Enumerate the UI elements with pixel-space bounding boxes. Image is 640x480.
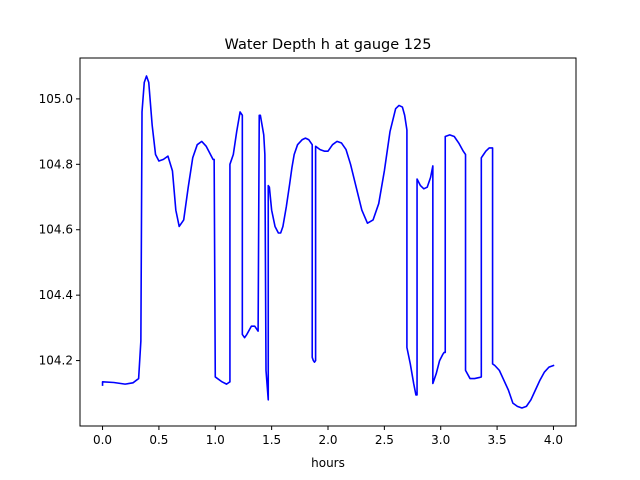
y-tick-label: 104.2 (39, 354, 73, 368)
y-tick-label: 104.8 (39, 157, 73, 171)
x-tick-label: 2.5 (375, 433, 394, 447)
x-axis-label: hours (311, 456, 345, 470)
x-tick-label: 1.5 (262, 433, 281, 447)
series-line-0 (101, 75, 555, 409)
x-tick-label: 3.5 (488, 433, 507, 447)
x-tick-label: 3.0 (431, 433, 450, 447)
y-tick-label: 104.4 (39, 288, 73, 302)
x-tick-label: 2.0 (318, 433, 337, 447)
x-tick-label: 4.0 (544, 433, 563, 447)
x-tick-label: 1.0 (206, 433, 225, 447)
y-tick-label: 105.0 (39, 92, 73, 106)
chart-title: Water Depth h at gauge 125 (225, 37, 432, 53)
x-tick-label: 0.5 (149, 433, 168, 447)
x-tick-label: 0.0 (93, 433, 112, 447)
y-tick-label: 104.6 (39, 223, 73, 237)
plot-area: 0.0 0.5 1.0 1.5 2.0 2.5 3.0 3.5 4.0 104.2 104.4 104… (39, 57, 577, 447)
